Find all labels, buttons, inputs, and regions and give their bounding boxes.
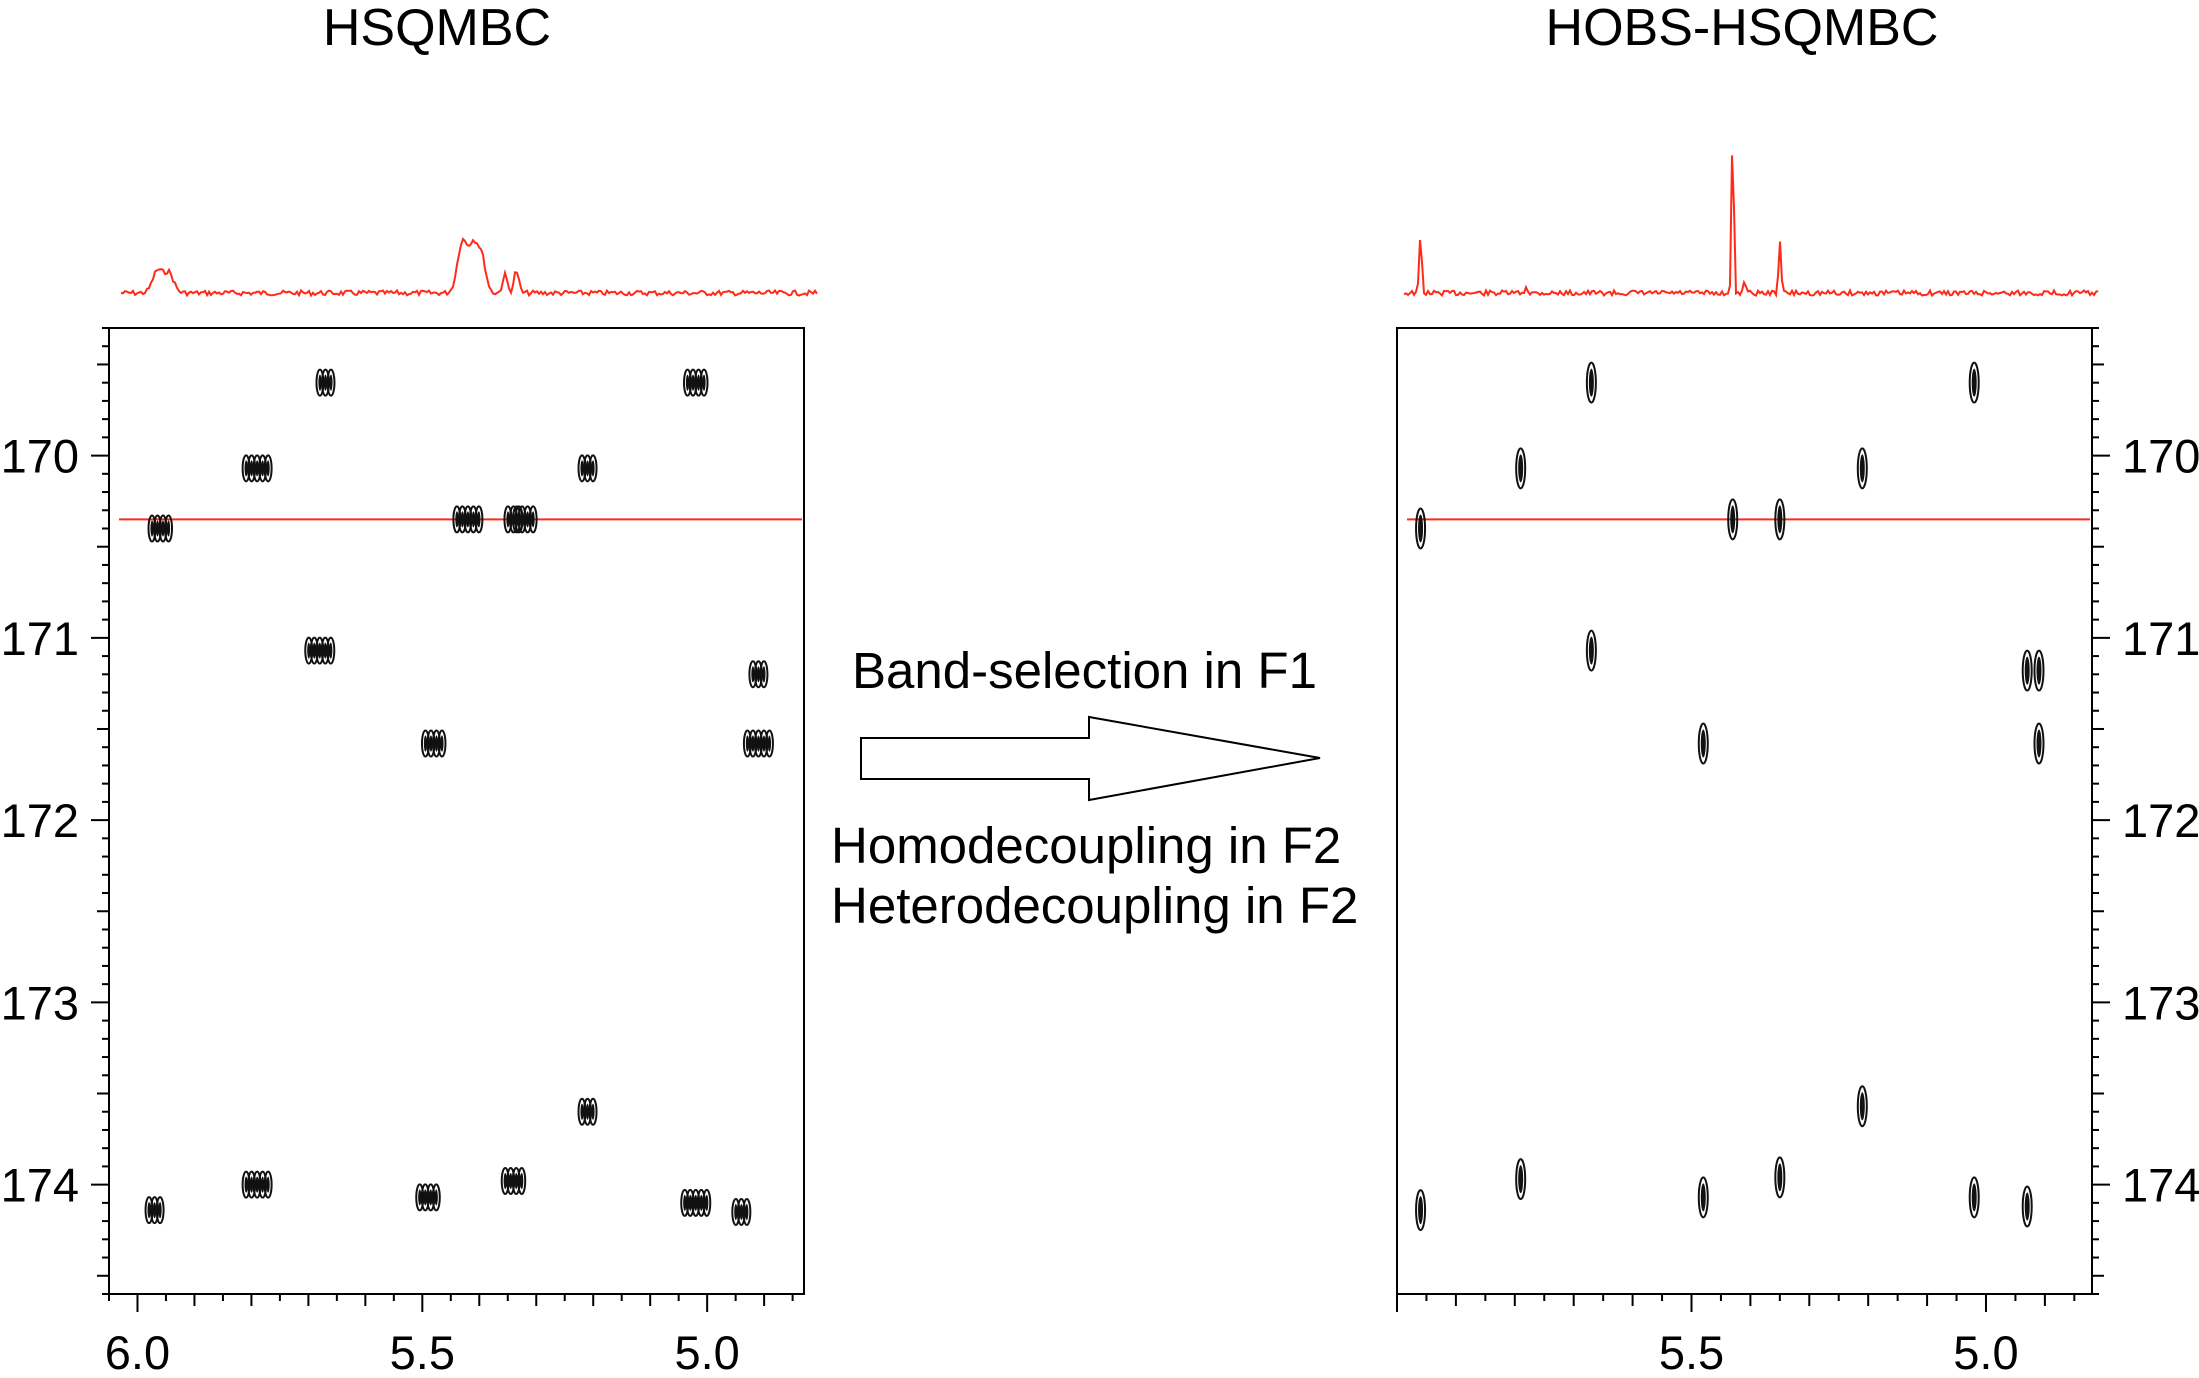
right-panel-title: HOBS-HSQMBC [1546,0,1939,57]
right-x-tick-label: 5.5 [1659,1326,1724,1378]
right-peaks [1415,361,2045,1232]
left-peak [241,1170,273,1199]
right-peak [2033,722,2045,765]
homodecoupling-label: Homodecoupling in F2 [831,817,1341,874]
right-y-tick-label: 172 [2122,794,2199,847]
left-axis-ticks: 6.0 5.5 5.0 170 171 172 173 174 [1,327,794,1378]
right-peak [1856,1085,1868,1128]
right-y-tick-label: 173 [2122,976,2199,1029]
right-y-tick-label: 174 [2122,1159,2199,1212]
right-projection-trace [1403,155,2099,299]
right-peak [1727,498,1739,541]
band-selection-label: Band-selection in F1 [852,642,1317,699]
right-peak [1774,1156,1786,1199]
right-peak [1968,361,1980,404]
transform-arrow [860,715,1321,802]
left-peak [748,660,769,689]
right-plot-frame [1396,327,2093,1295]
left-y-tick-label: 170 [1,430,79,483]
left-peak [241,454,273,483]
right-peak [1515,1158,1527,1201]
heterodecoupling-label: Heterodecoupling in F2 [831,877,1358,934]
right-peak [1856,447,1868,490]
left-trace-line [120,237,818,298]
right-trace-line [1403,155,2099,299]
left-panel-title: HSQMBC [323,0,551,57]
left-peak [577,1097,598,1126]
left-y-tick-label: 172 [1,794,79,847]
left-peak [415,1183,441,1212]
left-peak [680,1188,712,1217]
left-peak [731,1197,752,1226]
left-peak [147,514,174,543]
right-peak [1515,447,1527,490]
right-peak [1415,507,1427,550]
right-peak [2033,649,2045,692]
left-peak [144,1196,165,1225]
left-peak [577,454,598,483]
left-peaks [144,368,774,1226]
left-y-tick-label: 171 [1,612,79,665]
right-peak [1697,722,1709,765]
left-x-tick-label: 6.0 [105,1326,170,1378]
left-peak [315,368,336,397]
left-peak [452,505,484,534]
right-peak [1968,1176,1980,1219]
right-peak [1585,361,1597,404]
right-axis-ticks: 5.5 5.0 170 171 172 173 174 [1396,327,2199,1378]
left-y-tick-label: 174 [1,1159,79,1212]
right-peak [1415,1189,1427,1232]
left-peak [683,368,709,397]
left-projection-trace [120,237,818,298]
left-x-tick-label: 5.0 [674,1326,739,1378]
right-peak [1774,498,1786,541]
left-peak [742,729,774,758]
left-plot-frame [108,327,805,1295]
left-y-tick-label: 173 [1,976,79,1029]
left-x-tick-label: 5.5 [390,1326,455,1378]
left-peak [420,729,447,758]
left-peak [500,1166,527,1195]
left-peak [304,636,336,665]
right-peak [1585,629,1597,672]
right-y-tick-label: 170 [2122,430,2199,483]
right-peak [2021,1185,2033,1228]
left-peak [512,505,538,534]
right-peak [1697,1176,1709,1219]
right-peak [2021,649,2033,692]
right-x-tick-label: 5.0 [1953,1326,2018,1378]
right-y-tick-label: 171 [2122,612,2199,665]
